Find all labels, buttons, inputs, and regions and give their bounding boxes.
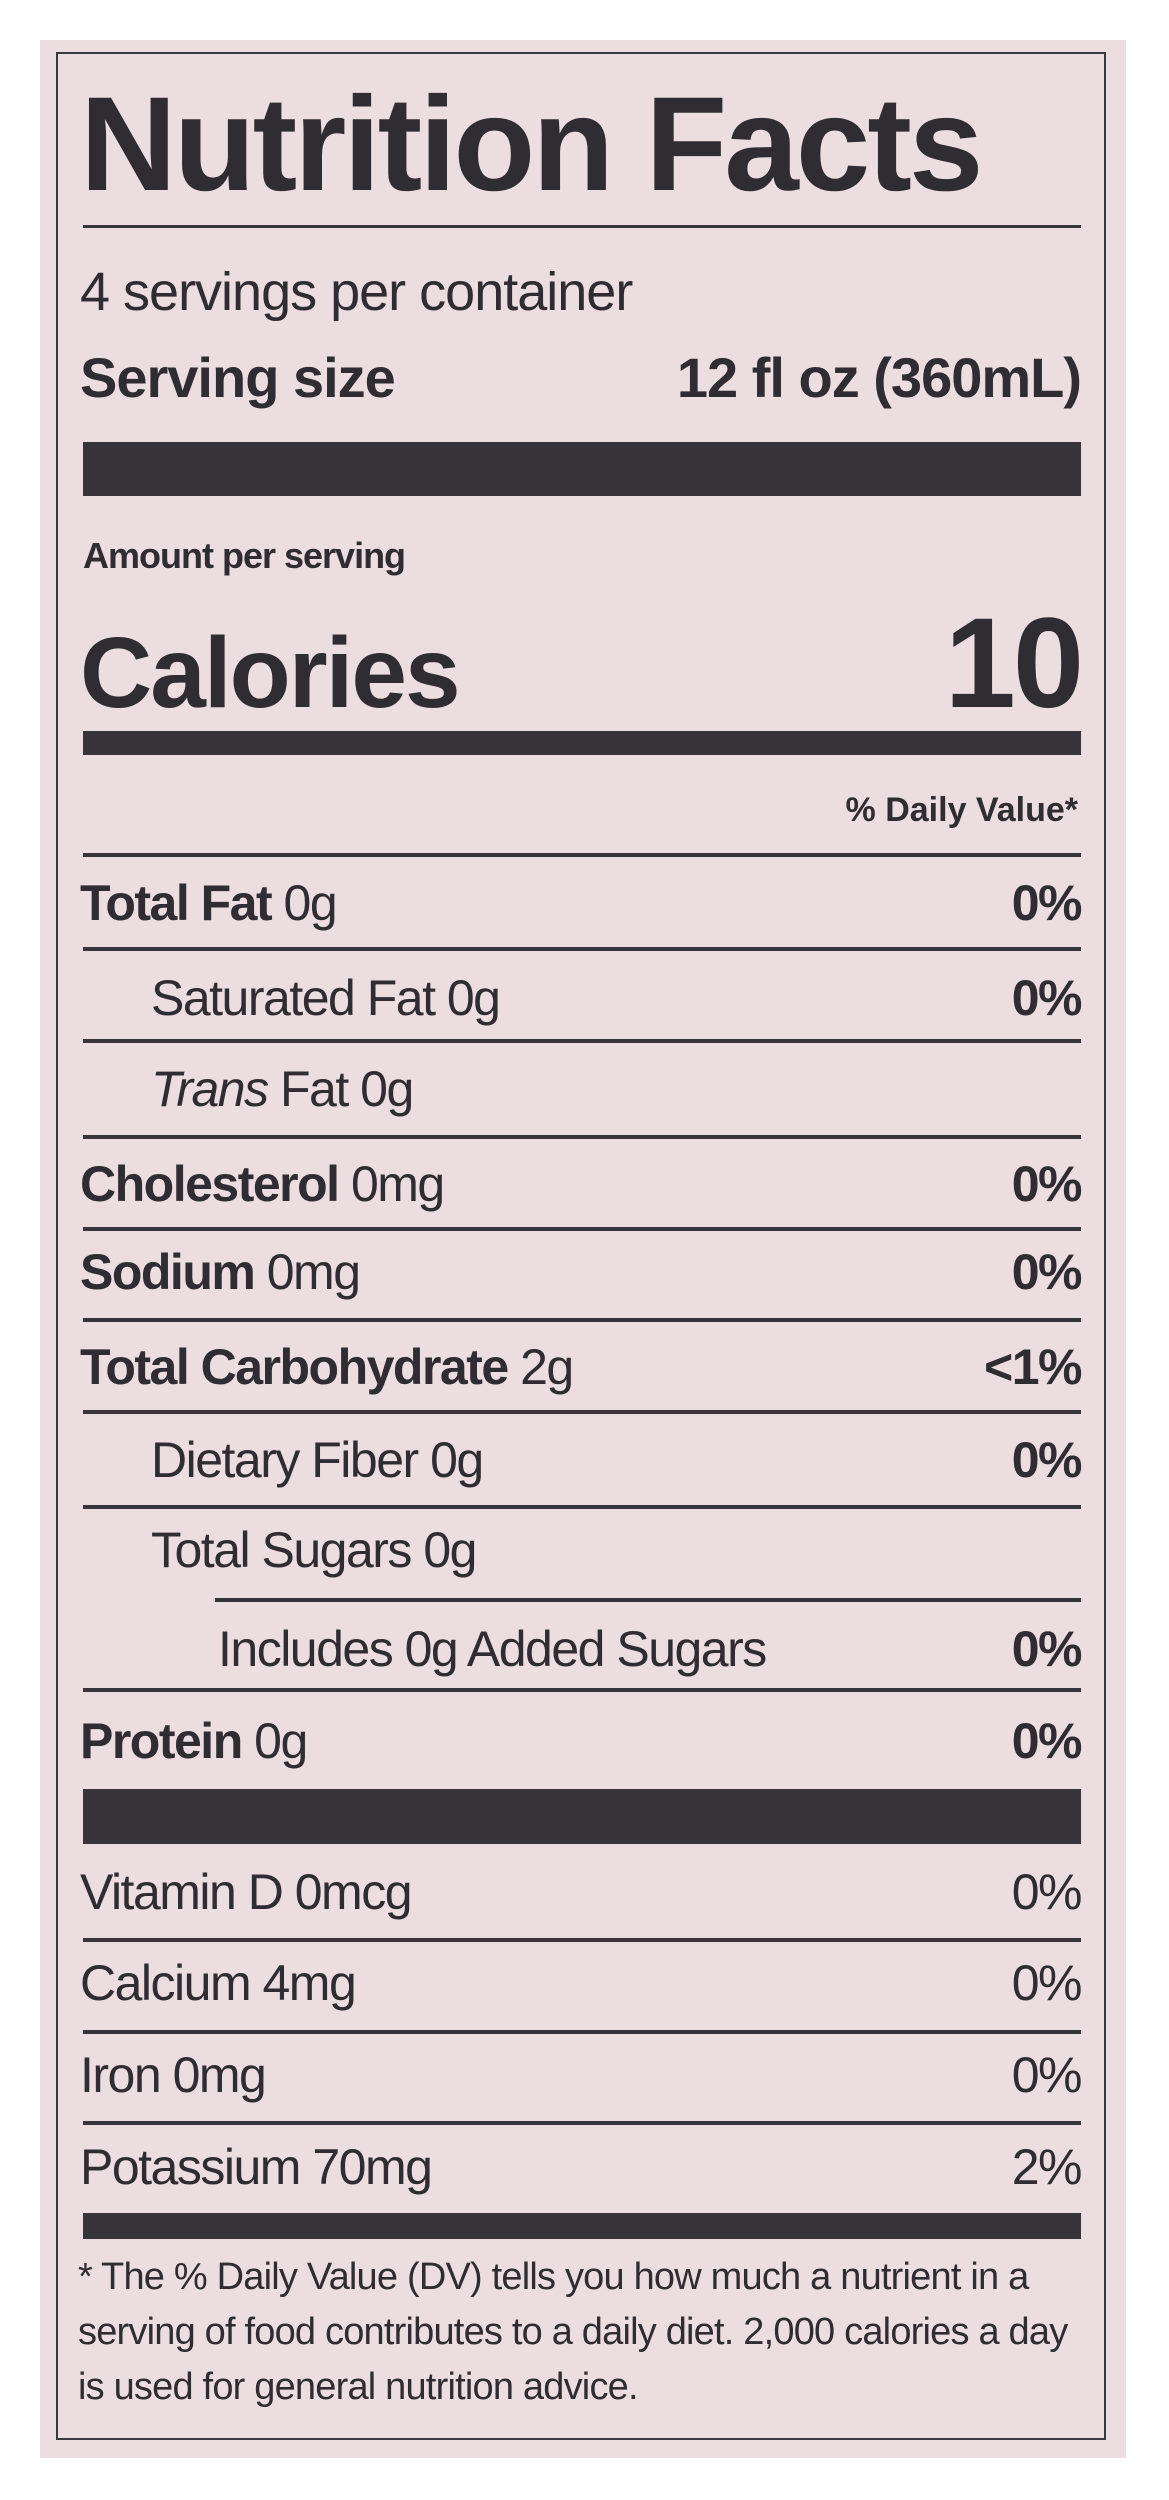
calories-label: Calories bbox=[80, 617, 461, 729]
divider bbox=[83, 2030, 1081, 2034]
title: Nutrition Facts bbox=[80, 70, 983, 219]
nutrient-dv: 0% bbox=[1011, 1621, 1083, 1677]
nutrient-row-added-sugars: Includes 0g Added Sugars 0% bbox=[80, 1619, 1083, 1679]
nutrient-dv: 0% bbox=[1011, 1432, 1083, 1488]
divider bbox=[83, 1688, 1081, 1692]
thick-bar bbox=[83, 1789, 1081, 1844]
divider bbox=[83, 1938, 1081, 1942]
nutrient-dv: <1% bbox=[984, 1339, 1082, 1395]
nutrient-dv: 0% bbox=[1011, 1713, 1083, 1769]
thick-bar bbox=[83, 442, 1081, 496]
medium-bar bbox=[83, 731, 1081, 755]
nutrient-amount: 0g bbox=[254, 1713, 308, 1769]
calories-value: 10 bbox=[944, 592, 1084, 735]
nutrient-dv: 0% bbox=[1011, 875, 1083, 931]
nutrient-name: Cholesterol bbox=[80, 1156, 340, 1212]
divider bbox=[83, 2121, 1081, 2125]
divider bbox=[83, 1227, 1081, 1231]
vitamin-dv: 0% bbox=[1011, 1864, 1083, 1920]
vitamin-amount: 0mcg bbox=[294, 1864, 413, 1920]
divider bbox=[215, 1598, 1081, 1602]
vitamin-amount: 4mg bbox=[262, 1955, 357, 2011]
divider bbox=[83, 1318, 1081, 1322]
nutrient-amount: 0g bbox=[430, 1432, 484, 1488]
footnote: * The % Daily Value (DV) tells you how m… bbox=[78, 2256, 1068, 2408]
nutrient-amount: 0mg bbox=[266, 1244, 361, 1300]
serving-size-value: 12 fl oz (360mL) bbox=[676, 346, 1082, 409]
serving-size-label: Serving size bbox=[80, 346, 396, 409]
nutrient-name: Includes 0g Added Sugars bbox=[218, 1621, 767, 1677]
vitamin-amount: 70mg bbox=[312, 2139, 433, 2195]
nutrient-row-dietary-fiber: Dietary Fiber 0g 0% bbox=[80, 1430, 1083, 1490]
nutrient-amount: 0mg bbox=[350, 1156, 445, 1212]
divider bbox=[83, 1039, 1081, 1043]
vitamin-row-iron: Iron 0mg 0% bbox=[80, 2045, 1083, 2105]
nutrient-dv: 0% bbox=[1011, 970, 1083, 1026]
vitamin-name: Calcium bbox=[80, 1955, 252, 2011]
nutrient-amount: 0g bbox=[283, 875, 338, 931]
divider bbox=[83, 1410, 1081, 1414]
nutrient-amount: 0g bbox=[423, 1522, 477, 1578]
vitamin-name: Iron bbox=[80, 2047, 162, 2103]
nutrient-amount: 2g bbox=[520, 1339, 574, 1395]
calories-row: Calories 10 bbox=[80, 590, 1084, 737]
serving-size: Serving size 12 fl oz (360mL) bbox=[80, 346, 1082, 409]
vitamin-row-calcium: Calcium 4mg 0% bbox=[80, 1953, 1083, 2013]
servings-per-container: 4 servings per container bbox=[80, 262, 633, 322]
nutrient-name: Total Carbohydrate bbox=[80, 1339, 509, 1395]
vitamin-name: Potassium bbox=[80, 2139, 301, 2195]
nutrient-name: Saturated Fat bbox=[151, 970, 436, 1026]
nutrient-row-total-fat: Total Fat 0g 0% bbox=[80, 873, 1083, 933]
vitamin-amount: 0mg bbox=[172, 2047, 267, 2103]
nutrient-row-trans-fat: Trans Fat 0g bbox=[80, 1059, 1081, 1119]
amount-per-serving: Amount per serving bbox=[83, 535, 406, 576]
vitamin-dv: 2% bbox=[1011, 2139, 1083, 2195]
vitamin-row-vitamin-d: Vitamin D 0mcg 0% bbox=[80, 1862, 1083, 1922]
nutrient-name-rest: Fat bbox=[280, 1061, 349, 1117]
nutrient-row-saturated-fat: Saturated Fat 0g 0% bbox=[80, 968, 1083, 1028]
nutrient-row-protein: Protein 0g 0% bbox=[80, 1711, 1083, 1771]
nutrient-amount: 0g bbox=[446, 970, 501, 1026]
nutrient-name: Dietary Fiber bbox=[151, 1432, 419, 1488]
nutrient-name: Sodium bbox=[80, 1244, 256, 1300]
vitamin-dv: 0% bbox=[1011, 2047, 1083, 2103]
label-border bbox=[56, 52, 1106, 2440]
nutrient-row-total-sugars: Total Sugars 0g bbox=[80, 1520, 1081, 1580]
vitamin-name: Vitamin D bbox=[80, 1864, 284, 1920]
nutrient-dv: 0% bbox=[1011, 1244, 1083, 1300]
vitamin-dv: 0% bbox=[1011, 1955, 1083, 2011]
medium-bar bbox=[83, 2213, 1081, 2239]
nutrient-row-total-carbohydrate: Total Carbohydrate 2g <1% bbox=[80, 1337, 1082, 1397]
nutrient-amount: 0g bbox=[360, 1061, 414, 1117]
nutrient-name: Protein bbox=[80, 1713, 243, 1769]
divider bbox=[83, 853, 1081, 857]
divider bbox=[83, 1505, 1081, 1509]
nutrient-row-sodium: Sodium 0mg 0% bbox=[80, 1242, 1083, 1302]
nutrient-name: Total Sugars bbox=[151, 1522, 412, 1578]
nutrient-name: Trans bbox=[151, 1061, 269, 1117]
divider bbox=[83, 225, 1081, 228]
daily-value-header: % Daily Value* bbox=[845, 791, 1078, 829]
vitamin-row-potassium: Potassium 70mg 2% bbox=[80, 2137, 1083, 2197]
nutrient-dv: 0% bbox=[1011, 1156, 1083, 1212]
divider bbox=[83, 947, 1081, 951]
nutrient-name: Total Fat bbox=[80, 875, 273, 931]
nutrient-row-cholesterol: Cholesterol 0mg 0% bbox=[80, 1154, 1083, 1214]
divider bbox=[83, 1135, 1081, 1139]
